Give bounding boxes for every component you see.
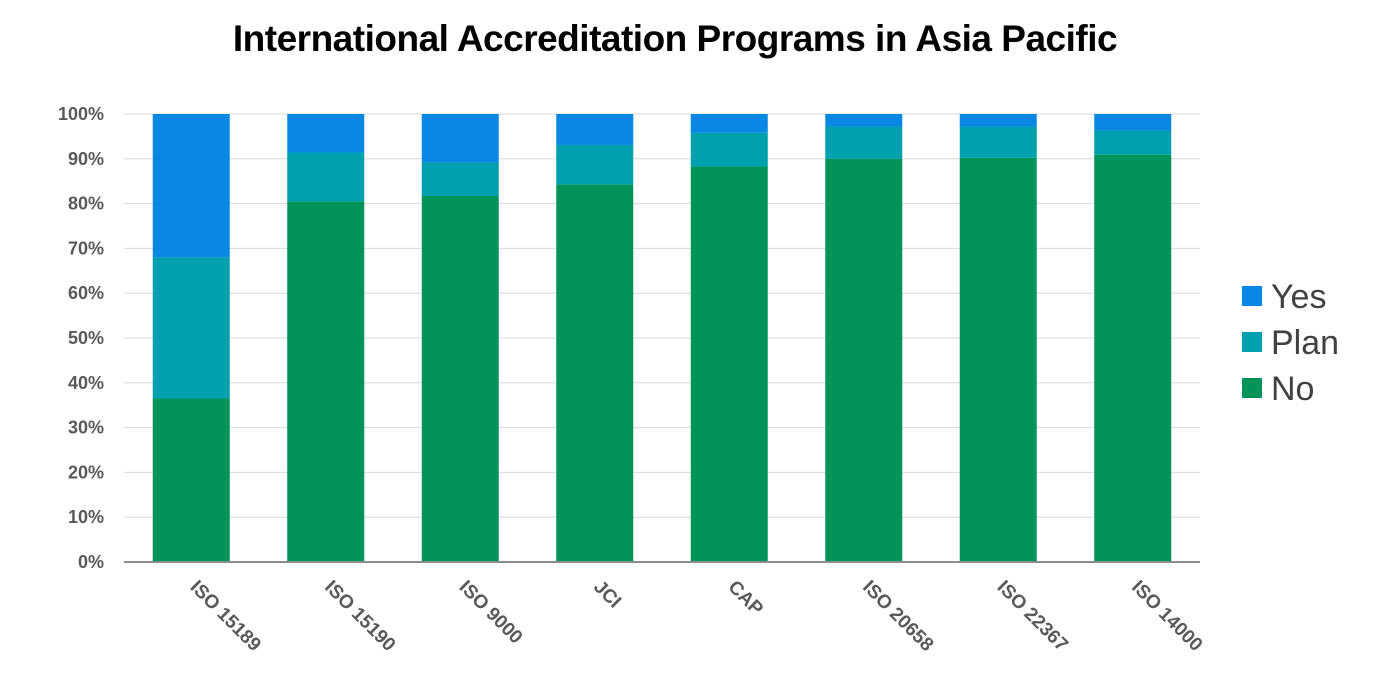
bar-segment-plan <box>556 144 634 185</box>
legend-swatch-no <box>1242 378 1262 398</box>
bar-segment-no <box>556 184 634 562</box>
bar-segment-yes <box>152 114 230 258</box>
y-tick-label: 80% <box>68 194 104 214</box>
bar-segment-no <box>959 157 1037 563</box>
bar-segment-no <box>1094 154 1172 562</box>
y-tick-label: 40% <box>68 373 104 393</box>
bar-segment-plan <box>287 152 365 202</box>
legend-swatch-plan <box>1242 332 1262 352</box>
bar-segment-yes <box>690 114 768 133</box>
legend: Yes Plan No <box>1242 278 1339 408</box>
chart-title: International Accreditation Programs in … <box>232 18 1118 59</box>
y-tick-label: 100% <box>58 104 104 124</box>
y-tick-label: 30% <box>68 418 104 438</box>
x-tick-label: ISO 15190 <box>320 577 399 656</box>
bar-segment-yes <box>421 114 499 163</box>
bar-segment-yes <box>959 114 1037 127</box>
bar-segment-yes <box>1094 114 1172 131</box>
bars <box>152 114 1172 563</box>
bar-segment-no <box>690 166 768 562</box>
y-tick-label: 20% <box>68 462 104 482</box>
bar-segment-yes <box>287 114 365 153</box>
x-tick-label: ISO 22367 <box>993 577 1072 656</box>
x-tick-label: ISO 14000 <box>1127 577 1206 656</box>
bar-segment-yes <box>556 114 634 145</box>
legend-label-plan: Plan <box>1271 324 1339 362</box>
bar-segment-plan <box>152 257 230 399</box>
bar-segment-no <box>421 195 499 562</box>
bar-segment-plan <box>1094 130 1172 155</box>
x-tick-label: JCI <box>589 577 625 613</box>
bar-segment-no <box>825 158 903 563</box>
bar-segment-yes <box>825 114 903 127</box>
bar-segment-plan <box>825 126 903 159</box>
x-tick-label: ISO 15189 <box>186 577 265 656</box>
bar-segment-plan <box>959 126 1037 158</box>
bar-segment-plan <box>421 162 499 196</box>
gridlines <box>124 113 1200 518</box>
x-tick-label: ISO 20658 <box>858 577 937 656</box>
y-tick-label: 60% <box>68 283 104 303</box>
y-tick-label: 90% <box>68 149 104 169</box>
y-tick-label: 70% <box>68 238 104 258</box>
legend-swatch-yes <box>1242 286 1262 306</box>
bar-segment-no <box>152 398 230 562</box>
legend-label-yes: Yes <box>1271 278 1326 316</box>
y-tick-label: 50% <box>68 328 104 348</box>
x-tick-label: CAP <box>724 577 767 620</box>
bar-segment-no <box>287 201 365 563</box>
x-tick-label: ISO 9000 <box>455 577 527 649</box>
y-tick-label: 10% <box>68 507 104 527</box>
y-tick-label: 0% <box>78 552 104 572</box>
legend-label-no: No <box>1271 370 1314 408</box>
bar-segment-plan <box>690 132 768 167</box>
